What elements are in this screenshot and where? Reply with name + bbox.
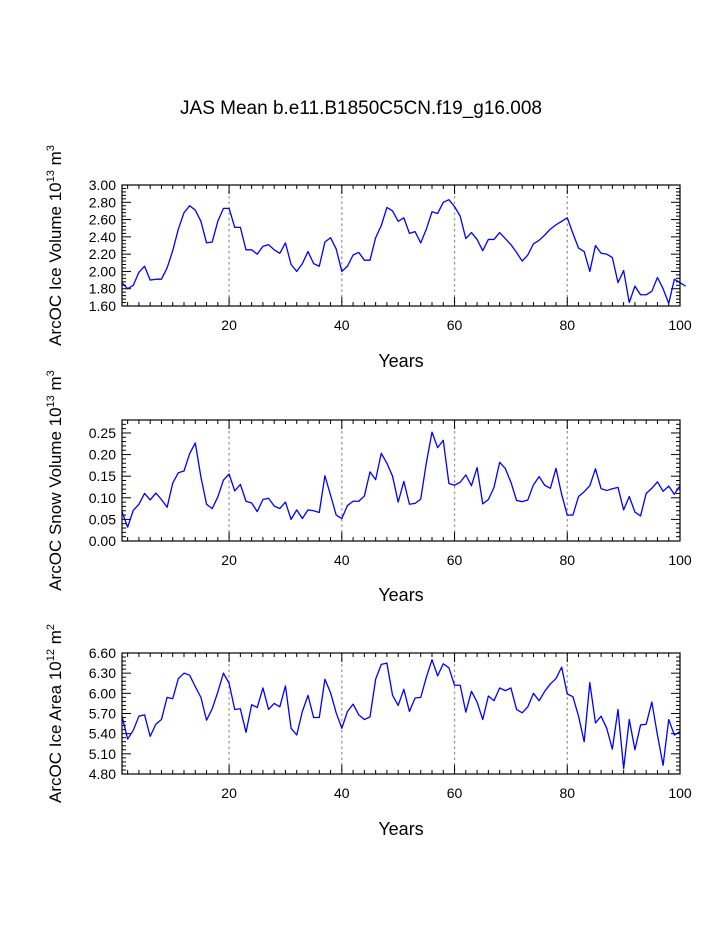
x-tick-label: 100	[668, 552, 692, 568]
y-tick-label: 0.00	[89, 533, 116, 549]
y-tick-label: 0.25	[89, 425, 116, 441]
panel-ice-area: 4.80 5.10 5.40 5.70 6.00 6.30 6.60 20 40 60 80 100 Y…	[45, 624, 692, 839]
x-tick-label: 60	[447, 317, 463, 333]
y-tick-label: 0.15	[89, 468, 116, 484]
plot-frame	[121, 419, 681, 542]
x-tick-label: 80	[559, 785, 575, 801]
y-axis-label: ArcOC Ice Volume 1013 m3	[45, 145, 65, 346]
y-tick-label: 1.80	[89, 281, 116, 297]
y-tick-label: 2.40	[89, 229, 116, 245]
y-axis-label-part: m	[46, 376, 65, 395]
y-tick-label: 2.80	[89, 194, 116, 210]
x-tick-label: 40	[334, 552, 350, 568]
x-tick-label: 60	[447, 552, 463, 568]
x-tick-label: 40	[334, 785, 350, 801]
y-axis-label-part: 3	[45, 145, 57, 151]
series-line-snow-volume	[121, 431, 681, 528]
y-tick-label: 0.20	[89, 447, 116, 463]
y-axis-label-part: 13	[45, 395, 57, 407]
x-tick-label: 80	[559, 552, 575, 568]
y-axis-label-part: 3	[45, 370, 57, 376]
y-axis-label-part: 12	[45, 649, 57, 661]
x-axis-label: Years	[378, 351, 423, 371]
y-tick-label: 2.20	[89, 246, 116, 262]
x-tick-label: 40	[334, 317, 350, 333]
y-tick-label: 1.60	[89, 298, 116, 314]
y-tick-label: 5.40	[89, 726, 116, 742]
y-axis-label-part: m	[46, 630, 65, 649]
y-tick-label: 5.70	[89, 706, 116, 722]
x-tick-label: 100	[668, 317, 692, 333]
y-tick-label: 0.05	[89, 511, 116, 527]
panel-snow-volume: 0.00 0.05 0.10 0.15 0.20 0.25 20 40 60 80 100 Years…	[45, 370, 692, 605]
x-tick-label: 80	[559, 317, 575, 333]
y-tick-label: 6.30	[89, 665, 116, 681]
x-tick-label: 20	[221, 317, 237, 333]
y-tick-label: 6.60	[89, 645, 116, 661]
series-line-ice-area	[121, 659, 681, 770]
y-axis-label-part: m	[46, 151, 65, 170]
x-tick-label: 20	[221, 552, 237, 568]
series-line-ice-volume	[121, 199, 686, 305]
page-title: JAS Mean b.e11.B1850C5CN.f19_g16.008	[180, 98, 542, 119]
y-axis-label-part: ArcOC Ice Area 10	[46, 661, 65, 803]
y-axis-label-part: ArcOC Snow Volume 10	[46, 407, 65, 590]
y-tick-label: 4.80	[89, 766, 116, 782]
y-tick-label: 5.10	[89, 746, 116, 762]
plot-frame	[121, 652, 681, 775]
y-tick-label: 0.10	[89, 490, 116, 506]
y-axis-label-part: 13	[45, 170, 57, 182]
x-tick-label: 100	[668, 785, 692, 801]
y-tick-label: 6.00	[89, 685, 116, 701]
panel-ice-volume: 1.601.80 2.002.202.402.60 2.803.00 20 40 60 80…	[45, 145, 692, 371]
x-tick-label: 20	[221, 785, 237, 801]
x-tick-label: 60	[447, 785, 463, 801]
y-axis-label: ArcOC Ice Area 1012 m2	[45, 624, 65, 803]
y-axis-label-part: ArcOC Ice Volume 10	[46, 182, 65, 345]
y-axis-label: ArcOC Snow Volume 1013 m3	[45, 370, 65, 591]
x-axis-label: Years	[378, 585, 423, 605]
y-axis-label-part: 2	[45, 624, 57, 630]
y-tick-label: 2.00	[89, 263, 116, 279]
x-axis-label: Years	[378, 819, 423, 839]
plot-frame	[121, 184, 681, 307]
y-tick-label: 2.60	[89, 212, 116, 228]
y-tick-label: 3.00	[89, 177, 116, 193]
